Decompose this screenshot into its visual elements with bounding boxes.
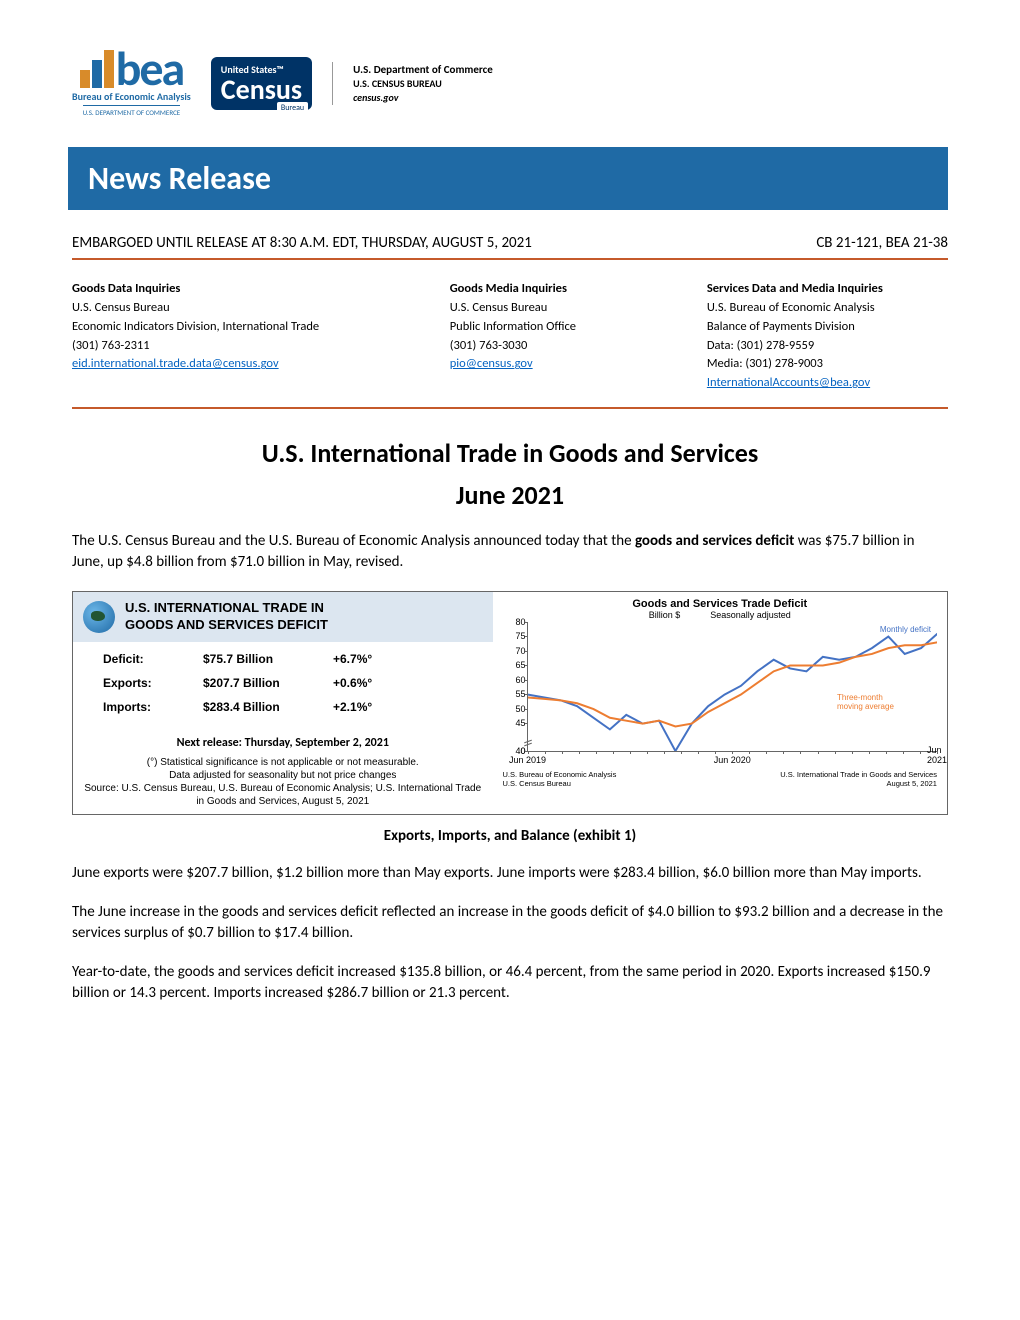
inq-line: U.S. Census Bureau [72,299,434,318]
commerce-l2: U.S. CENSUS BUREAU [353,77,493,91]
panel-left: U.S. INTERNATIONAL TRADE IN GOODS AND SE… [73,592,493,814]
news-release-bar: News Release [68,147,948,210]
census-logo: United States™ Census Bureau [211,57,312,110]
ytick-label: 55 [506,689,526,699]
commerce-block: U.S. Department of Commerce U.S. CENSUS … [332,62,493,105]
inquiries: Goods Data Inquiries U.S. Census Bureau … [72,280,948,409]
inq-line: Media: (301) 278-9003 [707,355,948,374]
inq-line: Balance of Payments Division [707,318,948,337]
panel-chart: Goods and Services Trade Deficit Billion… [493,592,947,814]
page-title: U.S. International Trade in Goods and Se… [72,437,948,469]
stat-row-imports: Imports: $283.4 Billion +2.1%° [103,700,479,714]
header-logos: bea Bureau of Economic Analysis U.S. DEP… [72,50,948,117]
paragraph-3: The June increase in the goods and servi… [72,902,948,944]
panel-header: U.S. INTERNATIONAL TRADE IN GOODS AND SE… [73,592,493,642]
commerce-l3: census.gov [353,91,493,105]
page-subtitle: June 2021 [72,479,948,511]
inq-email-link[interactable]: pio@census.gov [450,356,533,371]
next-release: Next release: Thursday, September 2, 202… [73,736,493,750]
xtick-label: Jun 2021 [927,745,947,765]
chart-area: 8075706560555045400Jun 2019Jun 2020Jun 2… [527,622,937,752]
bea-sub: Bureau of Economic Analysis [72,90,191,103]
ytick-label: 60 [506,675,526,685]
stat-row-exports: Exports: $207.7 Billion +0.6%° [103,676,479,690]
chart-sub: Seasonally adjusted [710,610,791,620]
paragraph-2: June exports were $207.7 billion, $1.2 b… [72,863,948,884]
inq-line: U.S. Census Bureau [450,299,691,318]
ytick-label: 70 [506,646,526,656]
panel-title: U.S. INTERNATIONAL TRADE IN GOODS AND SE… [125,600,328,634]
stat-row-deficit: Deficit: $75.7 Billion +6.7%° [103,652,479,666]
inquiries-col-goods-media: Goods Media Inquiries U.S. Census Bureau… [450,280,691,393]
ytick-label: 65 [506,660,526,670]
ytick-label: 80 [506,617,526,627]
xtick-label: Jun 2019 [509,755,546,765]
inq-title: Goods Data Inquiries [72,280,434,299]
legend-moving-average: Three-month moving average [837,694,897,712]
summary-panel: U.S. INTERNATIONAL TRADE IN GOODS AND SE… [72,591,948,815]
inq-line: (301) 763-2311 [72,337,434,356]
paragraph-4: Year-to-date, the goods and services def… [72,962,948,1004]
embargo-line: EMBARGOED UNTIL RELEASE AT 8:30 A.M. EDT… [72,234,948,260]
embargo-text: EMBARGOED UNTIL RELEASE AT 8:30 A.M. EDT… [72,234,532,252]
inq-email-link[interactable]: eid.international.trade.data@census.gov [72,356,279,371]
ytick-label: 75 [506,631,526,641]
inq-line: Economic Indicators Division, Internatio… [72,318,434,337]
inquiries-col-services: Services Data and Media Inquiries U.S. B… [707,280,948,393]
chart-title: Goods and Services Trade Deficit [503,598,937,610]
exhibit-title: Exports, Imports, and Balance (exhibit 1… [72,827,948,845]
inq-title: Goods Media Inquiries [450,280,691,299]
xtick-label: Jun 2020 [714,755,751,765]
footnotes: (°) Statistical significance is not appl… [73,756,493,814]
inq-title: Services Data and Media Inquiries [707,280,948,299]
commerce-l1: U.S. Department of Commerce [353,62,493,77]
inquiries-col-goods-data: Goods Data Inquiries U.S. Census Bureau … [72,280,434,393]
inq-email-link[interactable]: InternationalAccounts@bea.gov [707,375,870,390]
release-id: CB 21-121, BEA 21-38 [816,234,948,252]
bea-logo-text: bea [116,50,184,88]
chart-ylabel: Billion $ [649,610,681,622]
bea-logo: bea Bureau of Economic Analysis U.S. DEP… [72,50,191,117]
ytick-label: 50 [506,704,526,714]
census-main: Census [221,76,302,104]
census-bureau: Bureau [277,102,308,114]
bea-sub2: U.S. DEPARTMENT OF COMMERCE [83,105,181,117]
panel-stats: Deficit: $75.7 Billion +6.7%° Exports: $… [73,642,493,730]
inq-line: Public Information Office [450,318,691,337]
chart-footer: U.S. Bureau of Economic Analysis U.S. Ce… [503,770,937,788]
intro-paragraph: The U.S. Census Bureau and the U.S. Bure… [72,531,948,573]
inq-line: (301) 763-3030 [450,337,691,356]
legend-monthly: Monthly deficit [880,626,931,635]
ytick-label: 45 [506,718,526,728]
inq-line: Data: (301) 278-9559 [707,337,948,356]
globe-icon [83,601,115,633]
inq-line: U.S. Bureau of Economic Analysis [707,299,948,318]
